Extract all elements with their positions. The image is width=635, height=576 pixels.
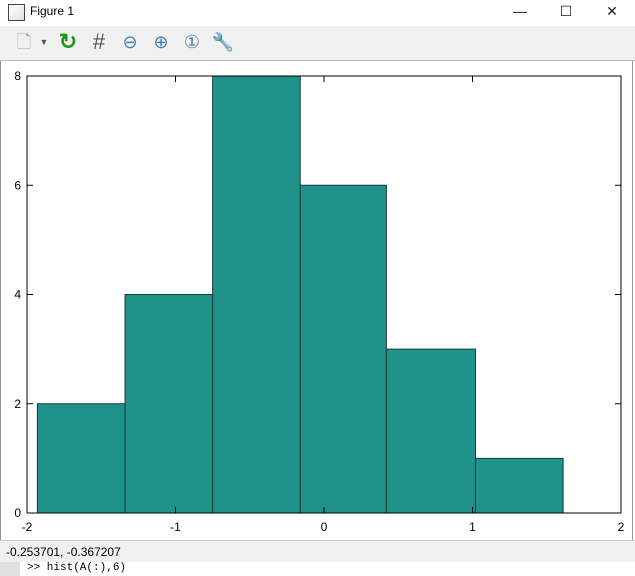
- command-gutter: [0, 562, 20, 576]
- toolbar: 🗋 ▼ ↻ # ⊖ ⊕ ① 🔧: [0, 26, 635, 61]
- title-bar: Figure 1 — ☐ ✕: [0, 0, 635, 24]
- zoom-in-icon[interactable]: ⊕: [153, 32, 169, 52]
- histogram-bar: [124, 294, 214, 514]
- new-figure-icon[interactable]: 🗋: [16, 32, 32, 52]
- settings-wrench-icon[interactable]: 🔧: [211, 32, 235, 52]
- x-tick-label: 1: [469, 520, 476, 534]
- y-tick-label: 2: [14, 397, 21, 411]
- rotate-icon[interactable]: ↻: [58, 29, 78, 54]
- figure-icon: [8, 4, 25, 21]
- x-tick-label: 2: [618, 520, 625, 534]
- zoom-reset-icon[interactable]: ①: [183, 32, 201, 52]
- x-tick-label: -2: [22, 520, 33, 534]
- y-tick-label: 8: [14, 69, 21, 83]
- y-tick-label: 4: [14, 288, 21, 302]
- grid-icon[interactable]: #: [92, 29, 106, 54]
- minimize-button[interactable]: —: [513, 3, 527, 19]
- histogram-bar: [474, 457, 564, 514]
- maximize-button[interactable]: ☐: [559, 3, 573, 19]
- status-bar: -0.253701, -0.367207: [0, 540, 635, 563]
- dropdown-icon[interactable]: ▼: [39, 37, 49, 47]
- x-tick-label: -1: [170, 520, 181, 534]
- y-tick-label: 0: [14, 506, 21, 520]
- y-tick-label: 6: [14, 178, 21, 192]
- close-button[interactable]: ✕: [606, 3, 618, 19]
- x-tick-label: 0: [321, 520, 328, 534]
- zoom-out-icon[interactable]: ⊖: [122, 32, 138, 52]
- window-title: Figure 1: [30, 4, 75, 18]
- histogram-bar: [212, 75, 301, 514]
- histogram-bar: [385, 348, 476, 514]
- histogram-bar: [299, 184, 387, 514]
- command-line: >> hist(A(:),6): [27, 562, 127, 574]
- command-window[interactable]: >> hist(A(:),6): [0, 562, 635, 576]
- histogram-bar: [36, 403, 126, 514]
- histogram-chart: -2 -1 0 1 2 0 2 4 6 8: [14, 69, 625, 534]
- cursor-coordinates: -0.253701, -0.367207: [6, 545, 121, 559]
- plot-area[interactable]: -2 -1 0 1 2 0 2 4 6 8: [0, 61, 633, 540]
